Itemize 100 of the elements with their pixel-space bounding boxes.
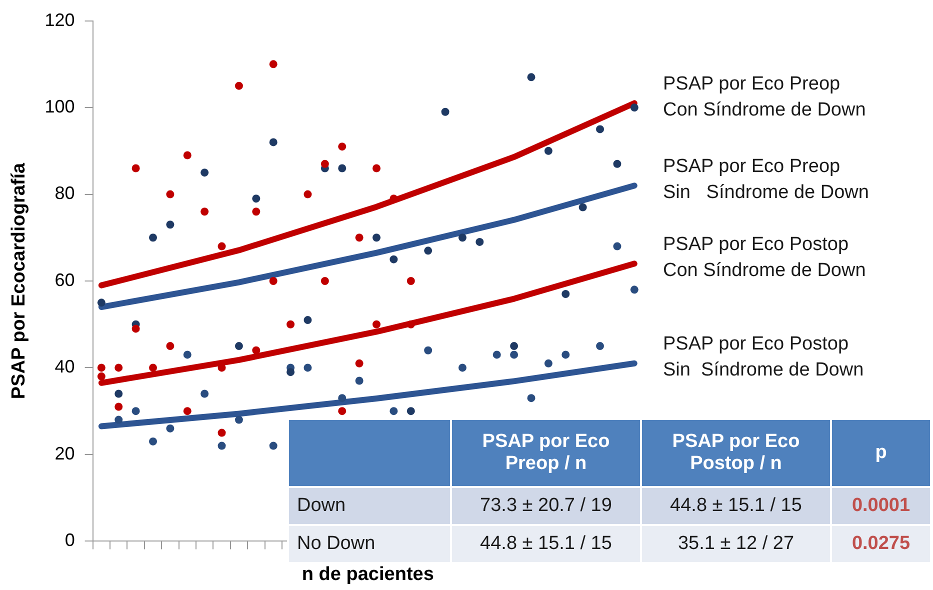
- series-label: PSAP por Eco Postop Sin Síndrome de Down: [663, 334, 864, 381]
- y-tick-label: 20: [54, 443, 75, 464]
- point: [424, 246, 432, 255]
- annotation: Down: [288, 487, 451, 525]
- point: [166, 342, 174, 350]
- point: [218, 428, 226, 437]
- point: [166, 220, 174, 229]
- point: [338, 407, 346, 416]
- point: [544, 146, 552, 155]
- annotation: 44.8 ± 15.1 / 15: [451, 525, 641, 563]
- point: [320, 160, 329, 168]
- point: [234, 416, 243, 424]
- point: [183, 151, 192, 160]
- point: [476, 238, 484, 246]
- text: 35.1 ± 12 / 27: [678, 533, 794, 554]
- point: [269, 60, 278, 68]
- point: [562, 350, 570, 359]
- point: [406, 407, 415, 416]
- point: [320, 277, 329, 285]
- point: [252, 346, 260, 354]
- point: [596, 125, 604, 134]
- point: [97, 364, 106, 372]
- y-tick-label: 0: [64, 530, 75, 550]
- text: p: [875, 442, 887, 463]
- series-label: PSAP por Eco Preop Sin Síndrome de Down: [663, 156, 869, 203]
- y-tick-label: 100: [44, 96, 75, 116]
- point: [114, 402, 123, 411]
- point: [406, 277, 415, 285]
- point: [304, 316, 312, 324]
- annotation: PSAP por Eco Preop / n: [451, 419, 641, 487]
- point: [544, 359, 552, 368]
- point: [562, 290, 570, 298]
- point: [596, 342, 604, 350]
- point: [510, 342, 518, 350]
- point: [166, 190, 174, 198]
- x-axis-title: n de pacientes: [302, 564, 434, 585]
- point: [149, 234, 158, 242]
- point: [355, 234, 364, 242]
- point: [234, 82, 243, 90]
- point: [114, 364, 123, 372]
- point: [338, 164, 346, 172]
- point: [355, 376, 364, 385]
- point: [166, 424, 174, 432]
- point: [630, 104, 638, 112]
- point: [372, 320, 381, 328]
- series-label: PSAP por Eco Postop Con Síndrome de Down: [663, 234, 866, 281]
- point: [492, 350, 501, 359]
- point: [252, 194, 260, 203]
- y-tick-label: 60: [54, 270, 75, 290]
- point: [97, 298, 106, 307]
- point: [149, 364, 158, 372]
- annotation: No Down: [288, 525, 451, 563]
- point: [132, 164, 140, 172]
- y-tick-label: 120: [44, 10, 75, 30]
- point: [613, 160, 622, 168]
- point: [269, 442, 278, 450]
- series-label: PSAP por Eco Preop Con Síndrome de Down: [663, 73, 866, 120]
- point: [613, 242, 622, 250]
- point: [234, 342, 243, 350]
- point: [286, 368, 295, 376]
- y-tick-label: 40: [54, 356, 75, 377]
- point: [355, 359, 364, 368]
- point: [132, 324, 140, 333]
- text: 0.0001: [852, 495, 910, 516]
- point: [338, 142, 346, 151]
- point: [286, 320, 295, 328]
- point: [304, 190, 312, 198]
- point: [527, 394, 536, 402]
- text: 0.0275: [852, 533, 910, 554]
- point: [269, 138, 278, 146]
- point: [183, 350, 192, 359]
- y-axis-title: PSAP por Ecocardiografía: [8, 162, 30, 400]
- point: [527, 73, 536, 82]
- annotation: 73.3 ± 20.7 / 19: [451, 487, 641, 525]
- point: [218, 242, 226, 250]
- point: [269, 277, 278, 285]
- point: [372, 164, 381, 172]
- point: [200, 390, 209, 398]
- point: [424, 346, 432, 354]
- point: [200, 168, 209, 177]
- point: [630, 286, 638, 294]
- text: 44.8 ± 15.1 / 15: [670, 495, 802, 516]
- point: [390, 255, 398, 264]
- point: [304, 364, 312, 372]
- point: [441, 108, 450, 116]
- point: [149, 437, 158, 446]
- point: [114, 416, 123, 424]
- y-tick-label: 80: [54, 183, 75, 204]
- point: [390, 407, 398, 416]
- point: [458, 364, 466, 372]
- point: [183, 407, 192, 416]
- point: [218, 442, 226, 450]
- point: [114, 390, 123, 398]
- text: PSAP por Eco Postop / n: [672, 431, 800, 474]
- point: [510, 350, 518, 359]
- point: [372, 234, 381, 242]
- point: [252, 208, 260, 216]
- point: [338, 394, 346, 402]
- point: [97, 372, 106, 380]
- point: [132, 407, 140, 416]
